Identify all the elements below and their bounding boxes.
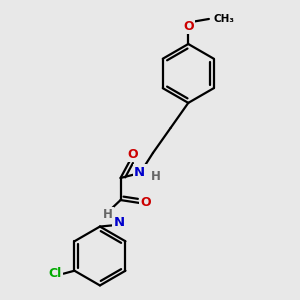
Text: O: O xyxy=(127,148,138,161)
Text: N: N xyxy=(134,166,145,178)
Text: O: O xyxy=(140,196,151,209)
Text: Cl: Cl xyxy=(49,267,62,280)
Text: H: H xyxy=(103,208,113,221)
Text: N: N xyxy=(113,216,124,229)
Text: CH₃: CH₃ xyxy=(213,14,234,24)
Text: O: O xyxy=(183,20,194,33)
Text: H: H xyxy=(151,170,161,183)
